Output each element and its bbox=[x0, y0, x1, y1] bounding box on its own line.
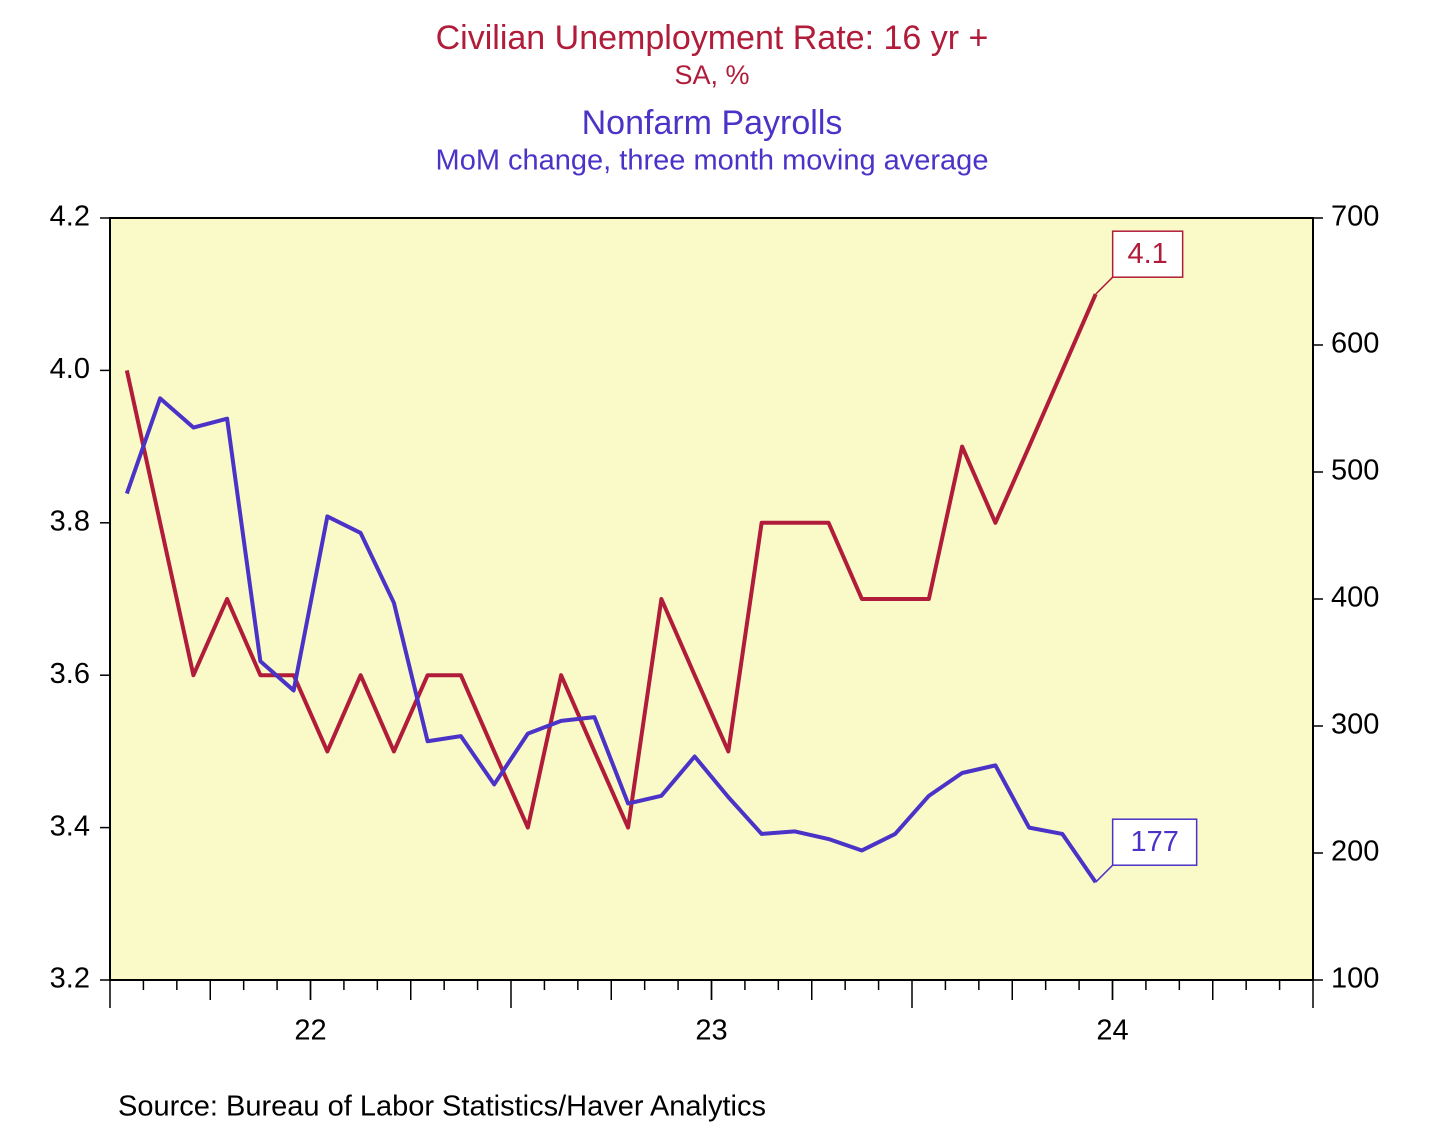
plot-frame bbox=[109, 217, 1314, 981]
y-tick-label: 4.0 bbox=[50, 353, 90, 385]
data-label: 4.1 bbox=[1127, 238, 1167, 270]
y2-tick-label: 600 bbox=[1331, 328, 1379, 360]
x-tick-label: 24 bbox=[1096, 1015, 1128, 1047]
y-tick-label: 3.6 bbox=[50, 658, 90, 690]
label-connector bbox=[1095, 276, 1114, 295]
label-box bbox=[1111, 818, 1198, 866]
label-box bbox=[1111, 230, 1184, 278]
label-connector bbox=[1095, 864, 1114, 883]
y2-tick-label: 500 bbox=[1331, 455, 1379, 487]
subtitle-2: MoM change, three month moving average bbox=[436, 145, 989, 177]
y-tick-label: 3.8 bbox=[50, 505, 90, 537]
y2-tick-label: 400 bbox=[1331, 582, 1379, 614]
series-line bbox=[124, 293, 1098, 830]
y2-tick-label: 300 bbox=[1331, 709, 1379, 741]
x-tick-label: 22 bbox=[294, 1015, 326, 1047]
data-label: 177 bbox=[1130, 826, 1178, 858]
source: Source: Bureau of Labor Statistics/Haver… bbox=[118, 1091, 766, 1123]
y-tick-label: 4.2 bbox=[50, 201, 90, 233]
x-tick-label: 23 bbox=[695, 1015, 727, 1047]
y2-tick-label: 200 bbox=[1331, 836, 1379, 868]
y-tick-label: 3.4 bbox=[50, 810, 90, 842]
subtitle-1: SA, % bbox=[674, 60, 749, 90]
y2-tick-label: 100 bbox=[1331, 963, 1379, 995]
title-1: Civilian Unemployment Rate: 16 yr + bbox=[436, 19, 989, 57]
y-tick-label: 3.2 bbox=[50, 963, 90, 995]
series-line bbox=[124, 396, 1098, 884]
y2-tick-label: 700 bbox=[1331, 201, 1379, 233]
title-2: Nonfarm Payrolls bbox=[582, 104, 843, 142]
